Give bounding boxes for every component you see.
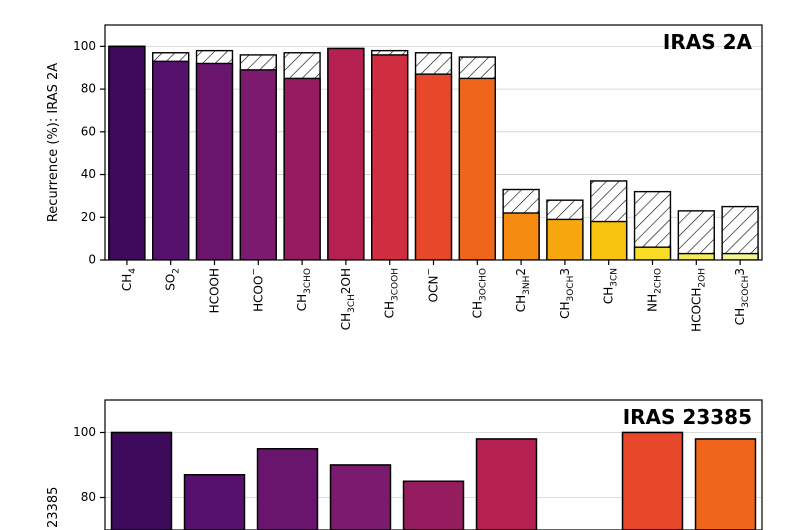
bar-solid xyxy=(696,439,756,530)
bar-front xyxy=(678,254,714,260)
xtick-label: HCOOH xyxy=(207,268,221,313)
xtick-label: SO2 xyxy=(163,268,181,291)
ytick-label: 60 xyxy=(81,124,96,138)
ytick-label: 40 xyxy=(81,167,96,181)
bar-solid xyxy=(404,481,464,530)
bar-front xyxy=(503,213,539,260)
bar-solid xyxy=(331,465,391,530)
ytick-label: 20 xyxy=(81,210,96,224)
xtick-label: HCOCH2OH xyxy=(689,268,707,332)
xtick-label: CH3CH2OH xyxy=(338,268,356,330)
bar-front xyxy=(635,247,671,260)
xtick-label: CH3CN xyxy=(601,268,619,304)
bar-front xyxy=(328,49,364,261)
bar-solid xyxy=(623,433,683,530)
bar-front xyxy=(153,61,189,260)
panel-title: IRAS 2A xyxy=(663,30,753,54)
xtick-label: CH3COCH3 xyxy=(733,268,751,325)
bar-front xyxy=(109,46,145,260)
xtick-label: OCN− xyxy=(424,268,440,302)
xtick-label: CH4 xyxy=(119,268,137,291)
bar-solid xyxy=(112,433,172,530)
bar-front xyxy=(547,219,583,260)
ytick-label: 80 xyxy=(81,82,96,96)
bar-front xyxy=(284,78,320,260)
bar-solid xyxy=(258,449,318,530)
bar-front xyxy=(416,74,452,260)
bar-front xyxy=(722,254,758,260)
y-axis-label-partial: 23385 xyxy=(46,487,61,528)
bar-front xyxy=(240,70,276,260)
ytick-label: 80 xyxy=(81,490,96,504)
panel-title: IRAS 23385 xyxy=(623,405,752,429)
xtick-label: CH3COOH xyxy=(382,268,400,318)
ytick-label: 0 xyxy=(88,253,96,267)
xtick-label: CH3CHO xyxy=(295,268,313,311)
xtick-label: CH3OCH3 xyxy=(557,268,575,319)
ytick-label: 100 xyxy=(73,425,96,439)
ytick-label: 100 xyxy=(73,39,96,53)
bar-front xyxy=(197,63,233,260)
xtick-label: CH3OCHO xyxy=(470,268,488,318)
bar-front xyxy=(372,55,408,260)
bar-front xyxy=(459,78,495,260)
y-axis-label: Recurrence (%): IRAS 2A xyxy=(46,63,61,222)
bar-front xyxy=(591,222,627,260)
xtick-label: CH3NH2 xyxy=(514,268,532,312)
bar-solid xyxy=(477,439,537,530)
xtick-label: NH2CHO xyxy=(645,268,663,312)
xtick-label: HCOO− xyxy=(249,268,265,312)
bar-solid xyxy=(185,475,245,530)
